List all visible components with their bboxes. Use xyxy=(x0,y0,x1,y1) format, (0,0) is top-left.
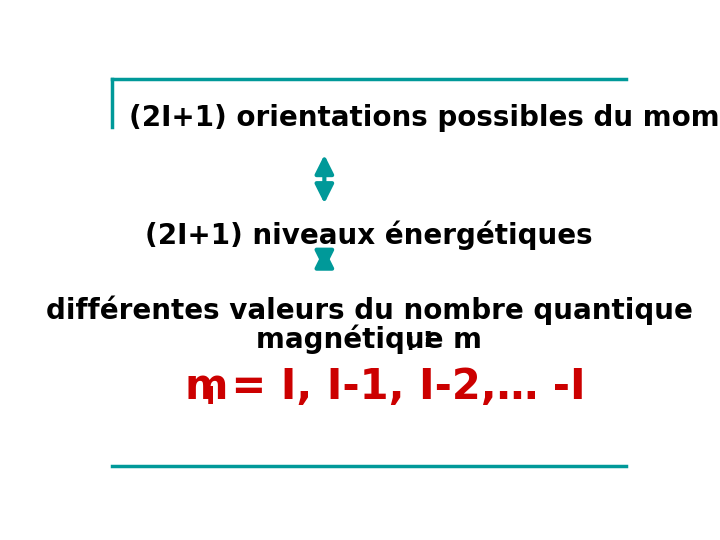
Text: = I, I-1, I-2,… -I: = I, I-1, I-2,… -I xyxy=(217,366,585,408)
Text: I: I xyxy=(406,335,413,354)
Text: I: I xyxy=(206,386,215,409)
Text: différentes valeurs du nombre quantique: différentes valeurs du nombre quantique xyxy=(45,295,693,325)
Text: (2I+1) niveaux énergétiques: (2I+1) niveaux énergétiques xyxy=(145,220,593,250)
Text: (2I+1) orientations possibles du moment magnétique: (2I+1) orientations possibles du moment … xyxy=(129,102,720,132)
Text: magnétique m: magnétique m xyxy=(256,325,482,354)
Text: :: : xyxy=(413,325,433,353)
Text: m: m xyxy=(185,366,228,408)
